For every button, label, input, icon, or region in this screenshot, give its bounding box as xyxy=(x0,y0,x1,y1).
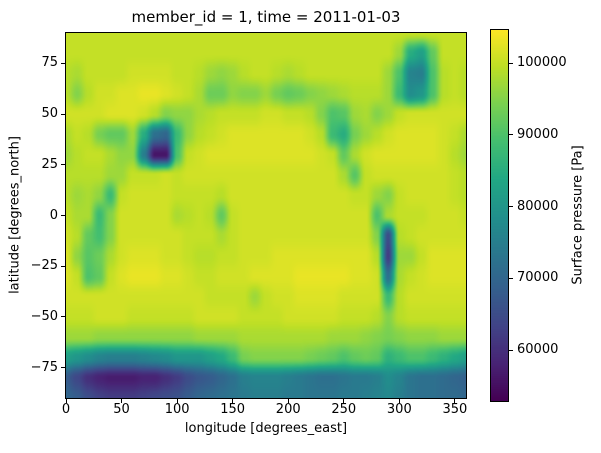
y-tick-mark xyxy=(61,367,65,369)
colorbar-tick-mark xyxy=(509,277,513,279)
x-tick-mark xyxy=(398,399,400,403)
colorbar-tick-label: 100000 xyxy=(517,55,567,70)
plot-title: member_id = 1, time = 2011-01-03 xyxy=(131,8,401,26)
colorbar-tick-label: 90000 xyxy=(517,126,559,142)
y-tick-mark xyxy=(61,316,65,318)
colorbar-gradient xyxy=(491,30,508,401)
y-tick-mark xyxy=(61,215,65,216)
y-tick-label: 25 xyxy=(41,156,58,172)
y-tick-label: 0 xyxy=(49,207,58,223)
x-tick-label: 150 xyxy=(220,402,246,417)
y-tick-label: −75 xyxy=(30,359,58,375)
x-tick-mark xyxy=(232,399,234,403)
x-tick-label: 100 xyxy=(164,402,190,417)
colorbar-tick-mark xyxy=(509,62,513,64)
colorbar-tick-label: 60000 xyxy=(517,342,559,358)
x-tick-mark xyxy=(287,399,289,403)
x-tick-label: 300 xyxy=(386,402,412,417)
x-tick-mark xyxy=(343,399,345,403)
x-tick-label: 350 xyxy=(442,402,468,417)
x-tick-label: 0 xyxy=(61,402,71,417)
y-tick-mark xyxy=(61,265,65,267)
colorbar-tick-mark xyxy=(509,134,513,136)
y-tick-label: −25 xyxy=(30,258,58,274)
y-tick-label: 50 xyxy=(41,106,58,122)
colorbar-label: Surface pressure [Pa] xyxy=(570,145,586,285)
y-axis-label: latitude [degrees_north] xyxy=(7,136,23,294)
colorbar-tick-label: 80000 xyxy=(517,198,559,214)
y-tick-mark xyxy=(61,113,65,115)
y-tick-label: 75 xyxy=(41,55,58,71)
x-tick-mark xyxy=(454,399,456,403)
x-tick-label: 250 xyxy=(331,402,357,417)
colorbar-tick-label: 70000 xyxy=(517,270,559,286)
colorbar-tick-mark xyxy=(509,349,513,351)
y-tick-label: −50 xyxy=(30,308,58,324)
colorbar-tick-mark xyxy=(509,206,513,208)
y-tick-mark xyxy=(61,62,65,64)
x-tick-mark xyxy=(176,399,178,403)
x-tick-label: 50 xyxy=(113,402,130,417)
y-tick-mark xyxy=(61,164,65,166)
x-axis-label: longitude [degrees_east] xyxy=(184,421,348,436)
x-tick-mark xyxy=(121,399,123,403)
x-tick-mark xyxy=(65,399,67,403)
surface-pressure-heatmap xyxy=(66,33,466,398)
x-tick-label: 200 xyxy=(275,402,301,417)
